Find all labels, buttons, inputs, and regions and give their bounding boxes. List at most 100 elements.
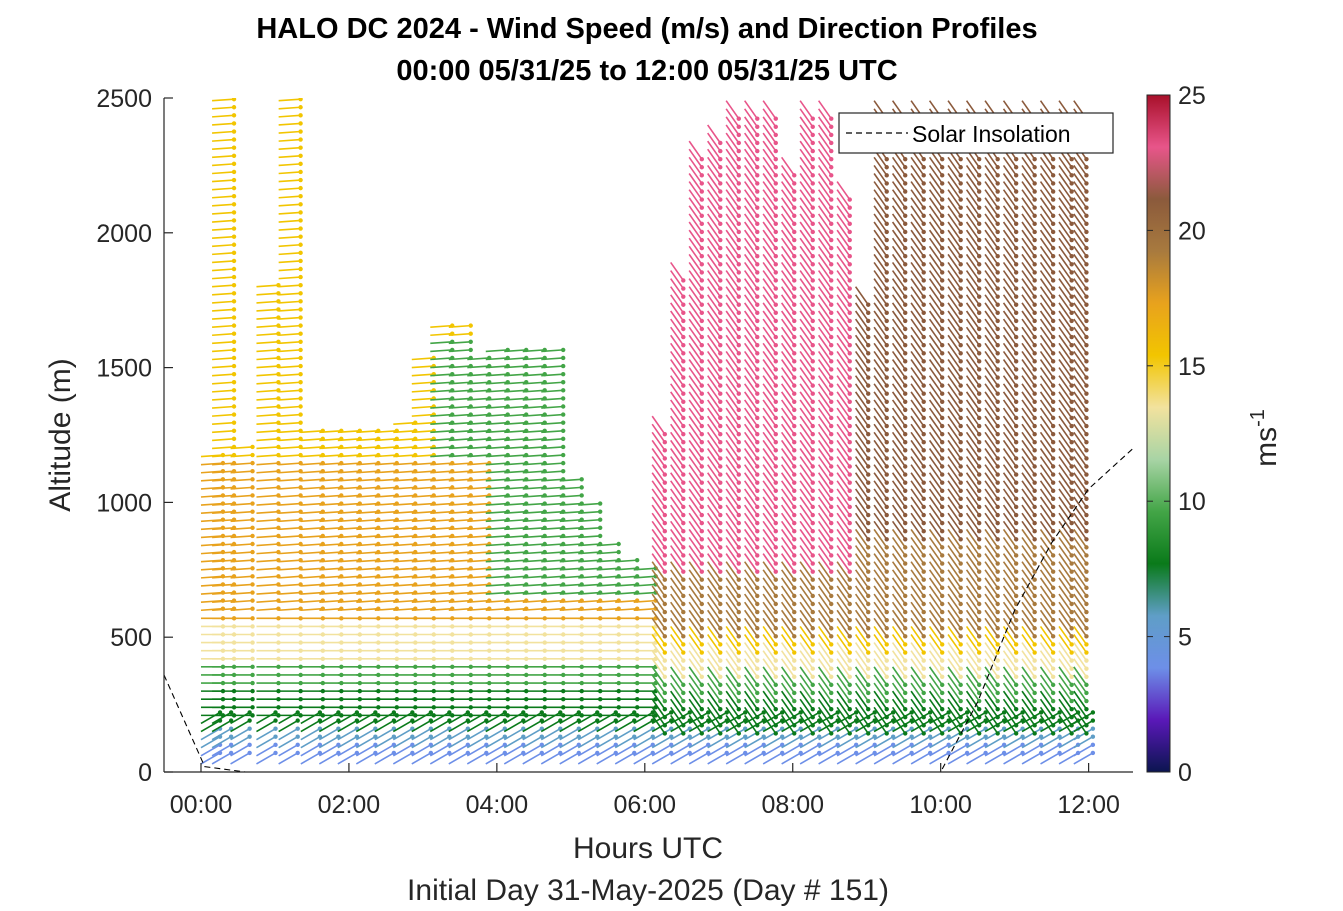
wind-barb-head <box>718 367 723 372</box>
wind-barb-shaft <box>873 318 888 338</box>
wind-barb-shaft <box>854 609 869 629</box>
wind-barb-shaft <box>707 253 721 273</box>
wind-barb-head <box>597 501 603 506</box>
wind-barb-shaft <box>744 326 758 346</box>
wind-barb-shaft <box>230 575 253 579</box>
wind-barb-head <box>903 731 908 736</box>
wind-barb-head <box>976 593 982 599</box>
wind-barb-head <box>250 598 255 603</box>
wind-barb-head <box>792 213 797 218</box>
wind-barb-shaft <box>337 494 360 498</box>
wind-barb-head <box>921 617 926 623</box>
wind-barb-shaft <box>278 413 301 417</box>
wind-barb-shaft <box>374 462 397 466</box>
wind-barb-head <box>391 710 397 715</box>
wind-barb-shaft <box>430 583 453 587</box>
wind-barb-shaft <box>891 674 906 694</box>
wind-barb-shaft <box>725 359 740 378</box>
wind-barb-shaft <box>485 543 508 547</box>
wind-barb-shaft <box>615 575 638 579</box>
wind-barb-head <box>718 537 723 542</box>
wind-barb-shaft <box>374 502 397 506</box>
wind-barb-shaft <box>780 512 795 532</box>
wind-barb-shaft <box>670 634 684 653</box>
wind-barb-shaft <box>615 607 638 612</box>
wind-barb-shaft <box>891 310 906 330</box>
wind-barb-head <box>829 423 834 429</box>
wind-barb-shaft <box>799 205 814 225</box>
wind-barb-shaft <box>947 415 962 435</box>
wind-barb-head <box>976 634 982 639</box>
wind-barb-shaft <box>836 197 851 217</box>
wind-barb-head <box>681 334 686 340</box>
wind-barb-shaft <box>300 494 323 498</box>
wind-barb-head <box>976 682 982 688</box>
wind-barb-shaft <box>947 711 968 725</box>
wind-barb-shaft <box>212 171 235 175</box>
wind-barb-head <box>295 726 300 731</box>
wind-barb-shaft <box>278 227 301 231</box>
wind-barb-shaft <box>762 577 777 597</box>
wind-barb-head <box>276 697 281 702</box>
wind-barb-head <box>736 351 741 356</box>
wind-barb-shaft <box>780 658 795 678</box>
wind-barb-shaft <box>707 577 721 597</box>
wind-barb-head <box>847 205 852 210</box>
wind-barb-shaft <box>762 698 777 718</box>
wind-barb-head <box>866 407 871 413</box>
wind-barb-head <box>940 245 945 251</box>
wind-barb-shaft <box>725 350 740 370</box>
wind-barb-head <box>927 710 933 715</box>
wind-barb-shaft <box>651 439 666 459</box>
wind-barb-head <box>699 431 705 437</box>
wind-barb-head <box>903 585 908 591</box>
wind-barb-shaft <box>278 98 301 102</box>
wind-barb-shaft <box>910 561 925 581</box>
wind-barb-shaft <box>670 448 684 467</box>
wind-barb-head <box>298 194 303 199</box>
wind-barb-shaft <box>818 752 839 765</box>
wind-barb-head <box>958 254 963 259</box>
wind-barb-shaft <box>928 504 943 524</box>
wind-barb-head <box>903 415 908 421</box>
wind-barb-shaft <box>891 423 906 443</box>
wind-barb-head <box>662 553 668 558</box>
wind-barb-shaft <box>485 462 508 466</box>
wind-barb-shaft <box>688 528 703 548</box>
wind-barb-head <box>755 658 760 663</box>
wind-barb-shaft <box>688 140 703 160</box>
wind-barb-shaft <box>504 389 527 393</box>
wind-barb-shaft <box>651 585 666 605</box>
wind-barb-head <box>662 731 668 736</box>
wind-barb-head <box>699 456 705 461</box>
wind-barb-head <box>940 278 945 283</box>
wind-barb-shaft <box>430 349 453 353</box>
wind-barb-shaft <box>817 512 832 532</box>
wind-barb-shaft <box>947 407 962 427</box>
wind-barb-head <box>736 593 741 599</box>
wind-barb-shaft <box>467 518 490 523</box>
wind-barb-shaft <box>891 528 906 548</box>
wind-barb-head <box>810 124 815 130</box>
wind-barb-shaft <box>212 300 235 304</box>
wind-barb-head <box>903 569 908 574</box>
wind-barb-shaft <box>374 429 397 434</box>
wind-barb-shaft <box>212 308 235 312</box>
wind-barb-shaft <box>707 181 721 201</box>
wind-barb-shaft <box>651 744 672 757</box>
wind-barb-shaft <box>300 711 321 725</box>
wind-barb-head <box>755 585 760 591</box>
wind-barb-shaft <box>559 551 582 555</box>
wind-barb-head <box>884 496 889 502</box>
wind-barb-head <box>773 448 778 453</box>
wind-barb-head <box>884 156 889 162</box>
wind-barb-shaft <box>947 609 962 629</box>
wind-barb-shaft <box>817 561 832 581</box>
wind-barb-shaft <box>541 510 564 514</box>
wind-barb-shaft <box>212 138 235 142</box>
wind-barb-head <box>884 642 889 647</box>
wind-barb-shaft <box>374 486 397 490</box>
wind-barb-head <box>736 140 741 146</box>
wind-barb-head <box>829 213 834 218</box>
wind-barb-head <box>829 229 834 235</box>
